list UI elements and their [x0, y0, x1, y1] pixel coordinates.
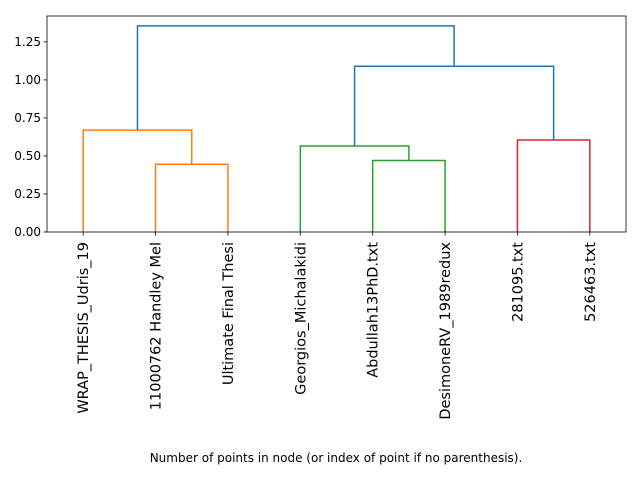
- y-tick-label-4: 1.00: [14, 73, 41, 87]
- y-tick-label-1: 0.25: [14, 187, 41, 201]
- axes-frame: [46, 15, 627, 233]
- leaf-label-1: 11000762 Handley Mel: [149, 242, 165, 410]
- leaf-label-6: 281095.txt: [510, 242, 526, 322]
- leaf-label-5: DesimoneRV_1989redux: [438, 242, 454, 420]
- dendrogram-link-4: [516, 139, 591, 232]
- y-tick-label-5: 1.25: [14, 35, 41, 49]
- y-tick-label-3: 0.75: [14, 111, 41, 125]
- x-axis: WRAP_THESIS_Udris_19 11000762 Handley Mel…: [76, 232, 599, 420]
- dendrogram-links: [82, 25, 591, 232]
- dendrogram-link-6: [136, 25, 455, 131]
- y-tick-label-0: 0.00: [14, 225, 41, 239]
- x-axis-label: Number of points in node (or index of po…: [150, 451, 523, 465]
- leaf-label-4: Abdullah13PhD.txt: [366, 242, 382, 378]
- plot-area: [47, 16, 626, 232]
- y-axis: 0.00 0.25 0.50 0.75 1.00 1.25: [14, 35, 47, 239]
- dendrogram-link-0: [154, 163, 229, 232]
- leaf-label-0: WRAP_THESIS_Udris_19: [76, 242, 92, 414]
- dendrogram-link-1: [82, 129, 193, 232]
- dendrogram-link-5: [353, 65, 555, 147]
- y-tick-label-2: 0.50: [14, 149, 41, 163]
- leaf-label-2: Ultimate Final Thesi: [221, 242, 237, 385]
- leaf-label-7: 526463.txt: [583, 242, 599, 322]
- leaf-label-3: Georgios_Michalakidi: [293, 242, 309, 395]
